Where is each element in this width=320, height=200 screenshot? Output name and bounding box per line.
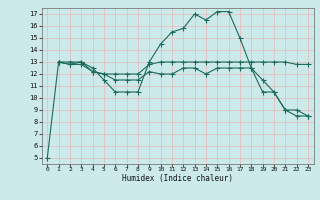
X-axis label: Humidex (Indice chaleur): Humidex (Indice chaleur) [122,174,233,183]
